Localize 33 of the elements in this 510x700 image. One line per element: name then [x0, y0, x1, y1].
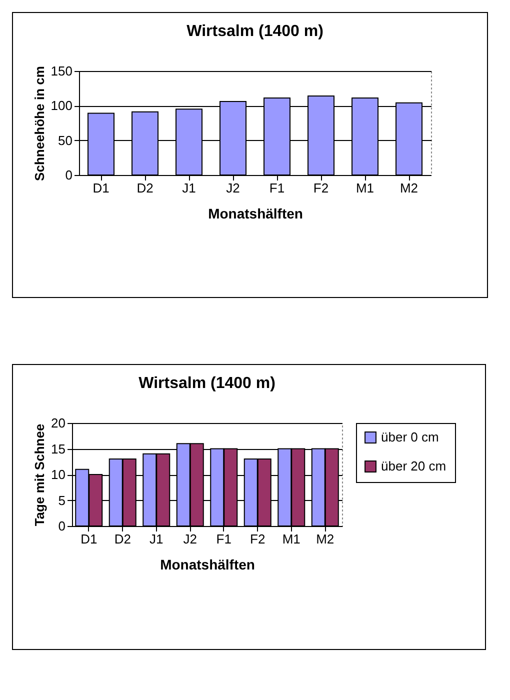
x-tick-label: M1	[356, 180, 374, 196]
x-tick-label: D2	[114, 532, 131, 546]
y-tick-label: 0	[65, 168, 72, 182]
y-tick-label: 150	[50, 64, 72, 78]
x-tick-label: F2	[313, 180, 329, 196]
x-axis-title: Monatshälften	[208, 206, 303, 222]
x-axis-title: Monatshälften	[160, 556, 255, 572]
y-tick-label: 100	[50, 98, 72, 114]
legend-label: über 0 cm	[381, 430, 439, 444]
x-tick-label: M2	[400, 180, 418, 196]
x-tick-label: F1	[269, 180, 285, 196]
x-tick-label: D1	[80, 532, 98, 546]
y-tick-label: 15	[51, 441, 66, 456]
y-tick-label: 20	[51, 416, 66, 430]
x-tick-label: F1	[216, 532, 232, 546]
x-tick-label: M2	[316, 532, 334, 546]
y-tick-label: 10	[51, 467, 66, 482]
legend-label: über 20 cm	[381, 458, 446, 474]
x-tick-label: D2	[136, 180, 154, 196]
y-axis-title: Tage mit Schnee	[32, 424, 48, 526]
x-tick-label: J1	[150, 532, 164, 546]
y-tick-label: 50	[58, 132, 72, 148]
x-tick-label: J2	[226, 180, 240, 196]
x-tick-label: D1	[92, 180, 110, 196]
y-tick-label: 5	[58, 492, 66, 508]
x-tick-label: F2	[250, 532, 266, 546]
chart-title: Wirtsalm (1400 m)	[138, 375, 276, 392]
y-tick-label: 0	[58, 518, 66, 534]
x-tick-label: J2	[183, 532, 197, 546]
chart-title: Wirtsalm (1400 m)	[186, 23, 324, 40]
x-tick-label: M1	[282, 532, 300, 546]
y-axis-title: Schneehöhe in cm	[32, 66, 47, 181]
x-tick-label: J1	[182, 180, 196, 196]
